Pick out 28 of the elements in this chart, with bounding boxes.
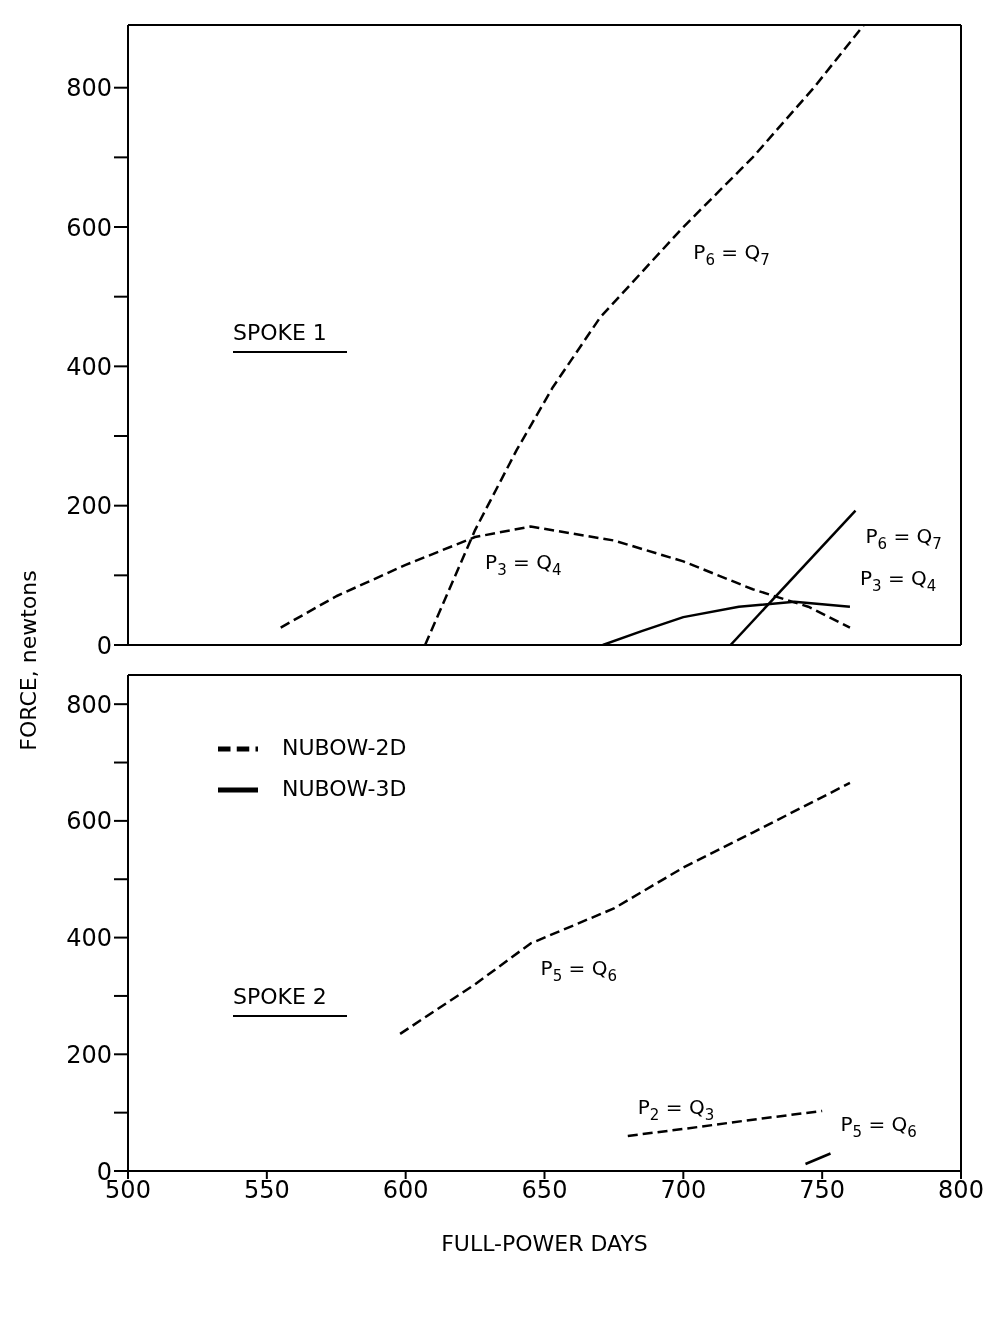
x-tick-label: 650 [521,1176,568,1205]
annotation: P$_{3}$ = Q$_{4}$ [859,565,937,595]
x-tick-label: 750 [799,1176,846,1205]
x-tick-label: 550 [243,1176,290,1205]
annotation: SPOKE 1 [233,320,347,353]
y-tick-label: 400 [66,924,112,953]
y-axis-title: FORCE, newtons [15,569,41,753]
annotation: P$_{6}$ = Q$_{7}$ [693,240,770,270]
y-tick-label: 200 [66,492,112,521]
legend-label: NUBOW-2D [282,735,407,760]
x-tick-label: 800 [938,1176,984,1205]
annotation: P$_{5}$ = Q$_{6}$ [840,1112,917,1142]
x-axis-title: FULL-POWER DAYS [441,1231,648,1256]
annotation: SPOKE 2 [233,984,347,1018]
annotation: P$_{2}$ = Q$_{3}$ [637,1094,715,1124]
y-tick-label: 400 [66,352,112,381]
y-tick-label: 0 [96,631,112,660]
x-tick-label: 600 [382,1176,429,1205]
annotation: P$_{3}$ = Q$_{4}$ [485,550,562,580]
annotation: P$_{6}$ = Q$_{7}$ [865,523,942,553]
x-tick-label: 700 [660,1176,707,1205]
y-tick-label: 800 [66,690,112,719]
y-tick-label: 600 [66,213,112,242]
legend-label: NUBOW-3D [282,776,407,801]
y-tick-label: 600 [66,807,112,836]
y-tick-label: 200 [66,1040,112,1069]
y-tick-label: 800 [66,74,112,103]
annotation: P$_{5}$ = Q$_{6}$ [540,956,617,986]
